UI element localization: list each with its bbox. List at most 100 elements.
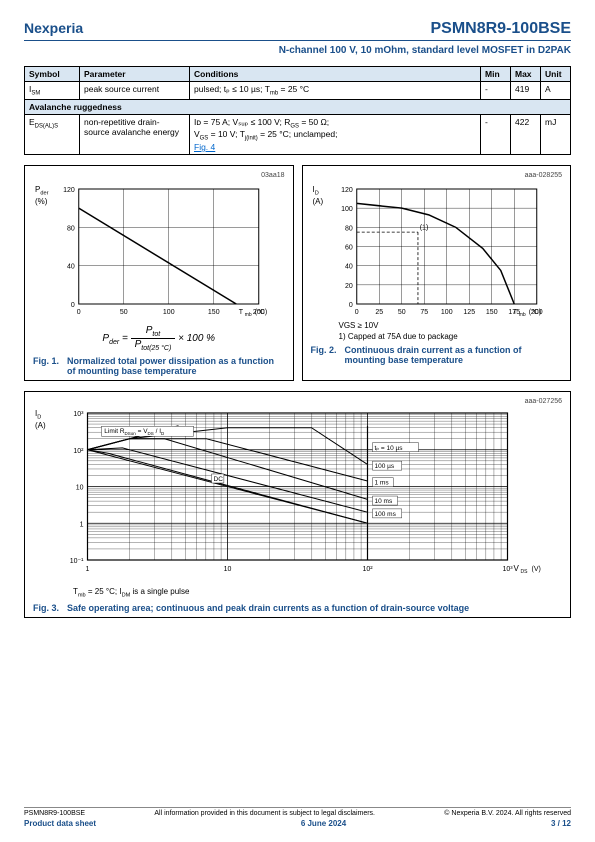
- footer-copy: © Nexperia B.V. 2024. All rights reserve…: [444, 810, 571, 817]
- svg-text:10: 10: [76, 485, 84, 492]
- svg-text:0: 0: [348, 302, 352, 309]
- svg-text:125: 125: [463, 309, 475, 316]
- fig3-ylabel: ID(A): [35, 409, 46, 430]
- fig1-chart: 04080120050100150200Tmb(°C) Pder(%): [33, 179, 285, 319]
- svg-text:V: V: [514, 564, 520, 573]
- footer-page: 3 / 12: [551, 819, 571, 828]
- svg-text:0: 0: [71, 302, 75, 309]
- svg-text:60: 60: [344, 245, 352, 252]
- svg-text:T: T: [512, 309, 517, 316]
- svg-text:100: 100: [440, 309, 452, 316]
- brand: Nexperia: [24, 20, 83, 36]
- svg-text:(°C): (°C): [255, 308, 268, 316]
- svg-text:100: 100: [341, 206, 353, 213]
- parameters-table: Symbol Parameter Conditions Min Max Unit…: [24, 66, 571, 155]
- fig3-caption: Fig. 3. Safe operating area; continuous …: [33, 603, 562, 613]
- svg-text:(V): (V): [532, 566, 541, 573]
- page-footer: PSMN8R9-100BSE All information provided …: [24, 807, 571, 828]
- svg-text:1: 1: [80, 521, 84, 528]
- table-row: ISM peak source current pulsed; tₚ ≤ 10 …: [25, 82, 571, 100]
- svg-text:100 ms: 100 ms: [375, 511, 397, 518]
- svg-text:mb: mb: [518, 312, 525, 318]
- svg-text:80: 80: [344, 225, 352, 232]
- svg-text:80: 80: [67, 225, 75, 232]
- svg-text:DS: DS: [521, 569, 529, 575]
- cell-max: 422: [511, 114, 541, 154]
- fig3-svg: 10⁻¹11010²10³11010²10³VDS(V) tₚ = 10 µs1…: [33, 405, 562, 585]
- cell-unit: A: [541, 82, 571, 100]
- svg-text:10²: 10²: [362, 566, 373, 573]
- svg-text:50: 50: [120, 309, 128, 316]
- cell-param: peak source current: [80, 82, 190, 100]
- svg-text:10³: 10³: [502, 566, 513, 573]
- svg-text:mb: mb: [245, 312, 252, 318]
- fig1-formula: Pder = Ptot Ptot(25 °C) × 100 %: [33, 325, 285, 352]
- col-conditions: Conditions: [190, 67, 481, 82]
- fig2-caption: Fig. 2. Continuous drain current as a fu…: [311, 345, 563, 365]
- svg-text:(°C): (°C): [528, 308, 541, 316]
- table-header-row: Symbol Parameter Conditions Min Max Unit: [25, 67, 571, 82]
- cell-symbol: EDS(AL)S: [25, 114, 80, 154]
- section-row: Avalanche ruggedness: [25, 99, 571, 114]
- svg-text:40: 40: [67, 264, 75, 271]
- svg-text:1 ms: 1 ms: [375, 480, 390, 487]
- fig1-svg: 04080120050100150200Tmb(°C): [33, 179, 285, 319]
- svg-text:(1): (1): [419, 224, 428, 231]
- svg-text:DC: DC: [214, 476, 224, 483]
- fig1-box: 03aa18 04080120050100150200Tmb(°C) Pder(…: [24, 165, 294, 381]
- cell-min: -: [481, 82, 511, 100]
- svg-text:150: 150: [485, 309, 497, 316]
- cell-min: -: [481, 114, 511, 154]
- section-title: Avalanche ruggedness: [25, 99, 571, 114]
- table-row: EDS(AL)S non-repetitive drain-source ava…: [25, 114, 571, 154]
- svg-text:150: 150: [208, 309, 220, 316]
- svg-text:100: 100: [163, 309, 175, 316]
- svg-text:10³: 10³: [73, 411, 84, 418]
- cell-cond: pulsed; tₚ ≤ 10 µs; Tmb = 25 °C: [190, 82, 481, 100]
- fig2-code: aaa-028255: [311, 172, 563, 179]
- fig1-caption: Fig. 1. Normalized total power dissipati…: [33, 356, 285, 376]
- fig3-box: aaa-027256 10⁻¹11010²10³11010²10³VDS(V) …: [24, 391, 571, 618]
- fig3-code: aaa-027256: [33, 398, 562, 405]
- fig2-box: aaa-028255 02040608010012002550751001251…: [302, 165, 572, 381]
- cell-param: non-repetitive drain-source avalanche en…: [80, 114, 190, 154]
- subtitle: N-channel 100 V, 10 mOhm, standard level…: [24, 45, 571, 56]
- svg-text:25: 25: [375, 309, 383, 316]
- fig3-chart: 10⁻¹11010²10³11010²10³VDS(V) tₚ = 10 µs1…: [33, 405, 562, 585]
- col-symbol: Symbol: [25, 67, 80, 82]
- col-min: Min: [481, 67, 511, 82]
- cell-cond: Iᴅ = 75 A; Vₛᵤₚ ≤ 100 V; RGS = 50 Ω; VGS…: [190, 114, 481, 154]
- figure-row-1: 03aa18 04080120050100150200Tmb(°C) Pder(…: [24, 165, 571, 381]
- svg-text:1: 1: [86, 566, 90, 573]
- svg-text:120: 120: [63, 187, 75, 194]
- cell-symbol: ISM: [25, 82, 80, 100]
- footer-disclaimer: All information provided in this documen…: [154, 810, 375, 817]
- fig1-code: 03aa18: [33, 172, 285, 179]
- cell-unit: mJ: [541, 114, 571, 154]
- fig2-note1: VGS ≥ 10V: [339, 321, 563, 330]
- col-parameter: Parameter: [80, 67, 190, 82]
- svg-text:75: 75: [420, 309, 428, 316]
- svg-text:10: 10: [224, 566, 232, 573]
- fig4-link[interactable]: Fig. 4: [194, 142, 215, 152]
- fig2-chart: 0204060801001200255075100125150175200Tmb…: [311, 179, 563, 319]
- fig2-ylabel: ID(A): [313, 185, 324, 206]
- footer-type: Product data sheet: [24, 819, 96, 828]
- figure-row-2: aaa-027256 10⁻¹11010²10³11010²10³VDS(V) …: [24, 391, 571, 618]
- svg-text:tₚ = 10 µs: tₚ = 10 µs: [375, 445, 404, 452]
- svg-text:10⁻¹: 10⁻¹: [70, 558, 84, 565]
- svg-text:120: 120: [341, 187, 353, 194]
- fig3-under: Tmb = 25 °C; IDM is a single pulse: [73, 587, 562, 599]
- svg-text:T: T: [239, 309, 244, 316]
- footer-date: 6 June 2024: [301, 819, 346, 828]
- fig2-note2: 1) Capped at 75A due to package: [339, 332, 563, 341]
- col-unit: Unit: [541, 67, 571, 82]
- svg-text:50: 50: [397, 309, 405, 316]
- svg-text:10²: 10²: [73, 448, 84, 455]
- page-header: Nexperia PSMN8R9-100BSE: [24, 20, 571, 41]
- svg-text:10 ms: 10 ms: [375, 498, 393, 505]
- fig1-ylabel: Pder(%): [35, 185, 48, 206]
- svg-text:40: 40: [344, 264, 352, 271]
- cell-max: 419: [511, 82, 541, 100]
- svg-text:100 µs: 100 µs: [375, 463, 395, 470]
